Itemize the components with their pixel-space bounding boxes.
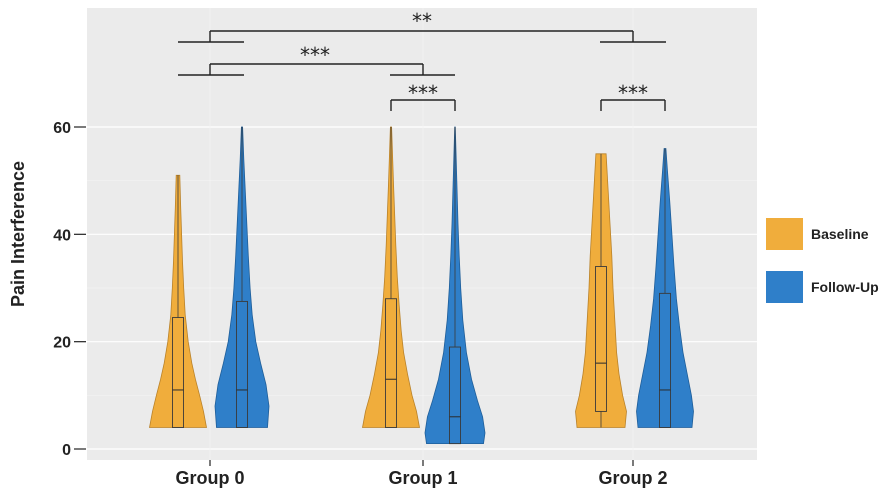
- sig-label-g1-within: ***: [408, 81, 438, 105]
- grid: [87, 8, 757, 460]
- legend: Baseline Follow-Up: [766, 218, 879, 303]
- x-tick-label: Group 1: [388, 468, 457, 488]
- x-axis: Group 0 Group 1 Group 2: [175, 460, 668, 488]
- legend-swatch-follow-up: [766, 271, 803, 303]
- violins: [149, 126, 694, 445]
- significance-brackets: ******** ***: [178, 9, 666, 111]
- legend-swatch-baseline: [766, 218, 803, 250]
- sig-label-g2-within: ***: [618, 81, 648, 105]
- y-tick-label: 0: [62, 442, 71, 459]
- x-tick-label: Group 0: [175, 468, 244, 488]
- legend-label-follow-up: Follow-Up: [811, 279, 879, 295]
- y-tick-label: 20: [53, 335, 71, 352]
- x-tick-label: Group 2: [598, 468, 667, 488]
- y-tick-label: 40: [53, 227, 71, 244]
- y-axis-label: Pain Interference: [8, 161, 28, 307]
- sig-label-g0-g2: **: [412, 9, 432, 33]
- y-tick-label: 60: [53, 120, 71, 137]
- legend-label-baseline: Baseline: [811, 226, 869, 242]
- y-axis: 0 20 40 60: [53, 120, 86, 459]
- violin-baseline-group2: [575, 153, 627, 428]
- sig-label-g0-g1: ***: [300, 43, 330, 67]
